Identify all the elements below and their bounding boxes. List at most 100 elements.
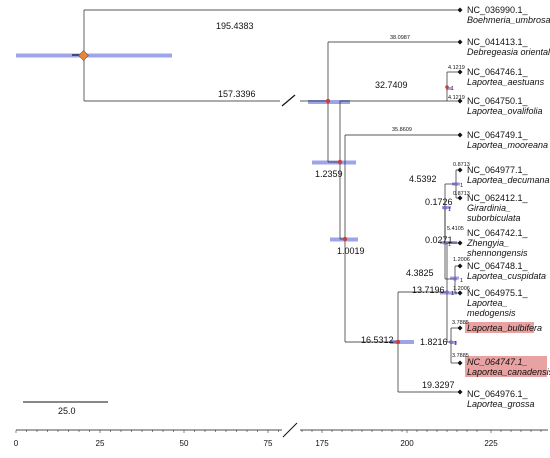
tip-marker [457, 360, 463, 366]
tip-marker [457, 167, 463, 173]
tip-marker [457, 389, 463, 395]
support-label-decumana-node: 1 [460, 183, 463, 189]
tip-species: Laportea_decumana [467, 175, 550, 185]
hpd-bar-node-i [450, 341, 457, 344]
support-label-node-e: 1 [448, 207, 451, 213]
branch-label-cuspidata: 1.2006 [453, 257, 470, 263]
node-i-marker [449, 340, 453, 344]
tip-id: NC_064746.1_ [467, 67, 529, 77]
support-label-node-h: 1 [451, 291, 454, 297]
hpd-bar-node-k [446, 87, 452, 90]
branch-label-decumana-clade: 4.5392 [409, 174, 437, 184]
tip-highlight-canadensis [465, 356, 547, 377]
tip-marker [457, 325, 463, 331]
scale-bar: 25.0 [23, 401, 108, 416]
tip-id: NC_062412.1_ [467, 193, 529, 203]
node-k-marker [445, 85, 449, 89]
branch-label-canadensis: 3.7885 [452, 353, 469, 359]
branch-label-node-j: 16.5312 [361, 335, 394, 345]
axis-tick-label: 225 [484, 439, 498, 448]
branch-label-node-a: 1.2359 [315, 169, 343, 179]
tip-species-line2: suborbiculata [467, 213, 521, 223]
node-h-marker [445, 290, 449, 294]
tip-markers [457, 7, 463, 395]
axis-tick-label: 75 [264, 439, 273, 448]
tip-species: Laportea_ovalifolia [467, 106, 543, 116]
axis-tick-label: 25 [96, 439, 105, 448]
hpd-bar-root [16, 53, 172, 58]
node-markers [78, 50, 458, 345]
branch-label-node-e: 0.1726 [425, 197, 453, 207]
tip-species: Laportea_cuspidata [467, 271, 546, 281]
branch-label-cuspidata-clade: 4.3825 [406, 268, 434, 278]
branch-label-ovalifolia: 4.1219 [448, 95, 465, 101]
axis-tick-label: 50 [180, 439, 189, 448]
hpd-bar-node-j [390, 340, 414, 344]
tip-id: NC_064742.1_ [467, 228, 529, 238]
node-j-marker [395, 339, 401, 345]
node-a-marker [337, 159, 343, 165]
tip-highlight-bulbifera [465, 322, 534, 333]
tip-marker [457, 195, 463, 201]
branch-label-aestuans: 4.1219 [448, 65, 465, 71]
branch-label-node-f: 0.0271 [425, 235, 453, 245]
node-e-marker [443, 206, 447, 210]
tip-id: NC_064749.1_ [467, 130, 529, 140]
branch-length-labels: 195.4383 157.3396 38.0987 32.7409 4.1219… [216, 21, 470, 390]
time-axis: 0 25 50 75 175 200 225 [14, 422, 548, 448]
branch-label-medogensis: 1.2006 [453, 286, 470, 292]
node-d-marker [454, 182, 458, 186]
tip-species-line2: medogensis [467, 308, 516, 318]
tip-id: NC_064748.1_ [467, 261, 529, 271]
axis-tick-label: 0 [14, 439, 19, 448]
tip-marker [457, 69, 463, 75]
axis-tick-label: 200 [400, 439, 414, 448]
tip-marker [457, 132, 463, 138]
branch-label-debregeasia: 38.0987 [390, 35, 410, 41]
tip-species: Laportea_aestuans [467, 77, 545, 87]
scale-bar-label: 25.0 [58, 406, 76, 416]
support-label-aestuans-node: 1 [451, 86, 454, 92]
tip-id: NC_064750.1_ [467, 96, 529, 106]
tip-id: NC_064747.1_ [467, 357, 528, 367]
support-label-cuspidata-node: 1 [460, 278, 463, 284]
branch-label-bulbifera: 3.7885 [452, 320, 469, 326]
axis-minor-ticks-left [15, 430, 279, 433]
tip-species: Laportea_bulbifera [467, 323, 542, 333]
tip-species: Laportea_mooreana [467, 140, 548, 150]
tip-marker [457, 290, 463, 296]
branch-label-bulbifera-clade: 1.8216 [420, 337, 448, 347]
tip-species-line1: Laportea_ [467, 298, 508, 308]
tip-labels: NC_036990.1_ Boehmeria_umbrosa NC_041413… [466, 5, 550, 409]
tip-species: Laportea_grossa [467, 399, 535, 409]
node-c-marker [342, 236, 348, 242]
branch-label-mooreana: 35.8609 [392, 127, 412, 133]
hpd-bar-node-f [440, 241, 457, 244]
tip-id: NC_064975.1_ [467, 288, 529, 298]
tip-species-line2: shennongensis [467, 248, 528, 258]
tip-id: NC_041413.1_ [467, 37, 529, 47]
tip-marker [457, 39, 463, 45]
hpd-bar-node-a [312, 160, 356, 165]
branch-label-root-bottom: 157.3396 [218, 89, 256, 99]
axis-tick-label: 175 [315, 439, 329, 448]
axis-break-mark [282, 422, 298, 438]
branch-label-grossa: 19.3297 [422, 380, 455, 390]
tip-marker [457, 7, 463, 13]
branch-label-zhengyia: 5.4105 [447, 226, 464, 232]
support-label-node-f: 1 [448, 242, 451, 248]
tip-species: Debregeasia orientalis [467, 47, 550, 57]
branch-label-node-b: 1.0019 [337, 246, 365, 256]
tip-id: NC_064977.1_ [467, 165, 529, 175]
tip-marker [457, 240, 463, 246]
root-node-marker [78, 50, 89, 61]
axis-minor-ticks-right [301, 430, 542, 433]
branch-label-decumana: 0.8713 [453, 162, 470, 168]
branch-break-mark [281, 94, 296, 107]
tip-id: NC_036990.1_ [467, 5, 529, 15]
tip-marker [457, 98, 463, 104]
tip-species-line1: Zhengyia_ [466, 238, 509, 248]
tip-id: NC_064976.1_ [467, 389, 529, 399]
branch-label-node-h: 13.7196 [412, 285, 445, 295]
